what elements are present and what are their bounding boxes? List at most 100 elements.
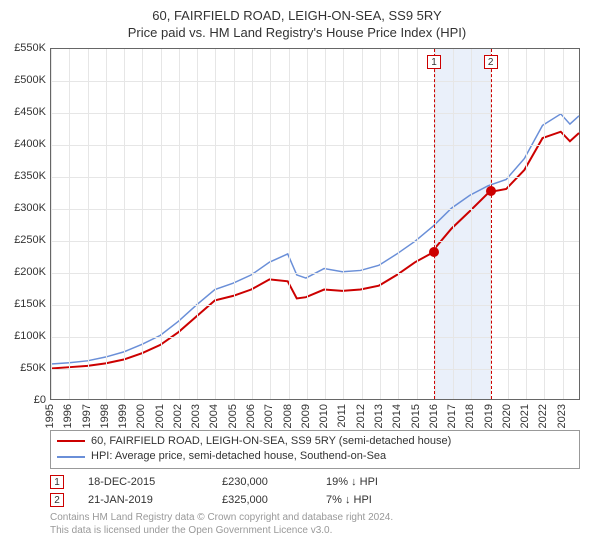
gridline-vertical bbox=[417, 49, 418, 399]
x-tick-label: 2008 bbox=[282, 404, 294, 428]
y-tick-label: £550K bbox=[14, 42, 46, 54]
sales-date: 21-JAN-2019 bbox=[88, 494, 198, 506]
x-tick-label: 2007 bbox=[263, 404, 275, 428]
x-tick-label: 2002 bbox=[172, 404, 184, 428]
sales-diff: 7% ↓ HPI bbox=[326, 494, 426, 506]
sales-row: 221-JAN-2019£325,0007% ↓ HPI bbox=[50, 491, 580, 509]
legend: 60, FAIRFIELD ROAD, LEIGH-ON-SEA, SS9 5R… bbox=[50, 430, 580, 469]
x-tick-label: 2009 bbox=[300, 404, 312, 428]
gridline-vertical bbox=[380, 49, 381, 399]
y-tick-label: £300K bbox=[14, 202, 46, 214]
marker-badge: 2 bbox=[484, 55, 498, 69]
sales-badge: 1 bbox=[50, 475, 64, 489]
gridline-vertical bbox=[88, 49, 89, 399]
gridline-vertical bbox=[270, 49, 271, 399]
gridline-vertical bbox=[106, 49, 107, 399]
marker-badge: 1 bbox=[427, 55, 441, 69]
chart-title: 60, FAIRFIELD ROAD, LEIGH-ON-SEA, SS9 5R… bbox=[4, 8, 590, 25]
marker-line bbox=[434, 49, 435, 399]
gridline-horizontal bbox=[51, 81, 579, 82]
x-tick-label: 2001 bbox=[154, 404, 166, 428]
x-tick-label: 2011 bbox=[336, 404, 348, 428]
gridline-vertical bbox=[343, 49, 344, 399]
x-tick-label: 2019 bbox=[483, 404, 495, 428]
y-tick-label: £350K bbox=[14, 170, 46, 182]
gridline-vertical bbox=[563, 49, 564, 399]
gridline-vertical bbox=[453, 49, 454, 399]
sales-row: 1 18-DEC-2015 £230,000 19% ↓ HPI bbox=[50, 473, 580, 491]
gridline-horizontal bbox=[51, 241, 579, 242]
sales-table: 118-DEC-2015£230,00019% ↓ HPI221-JAN-201… bbox=[50, 473, 580, 509]
x-tick-label: 2020 bbox=[501, 404, 513, 428]
marker-line bbox=[491, 49, 492, 399]
chart-container: 60, FAIRFIELD ROAD, LEIGH-ON-SEA, SS9 5R… bbox=[0, 0, 600, 560]
series-svg bbox=[51, 49, 579, 399]
gridline-vertical bbox=[234, 49, 235, 399]
x-tick-label: 1999 bbox=[117, 404, 129, 428]
y-tick-label: £150K bbox=[14, 298, 46, 310]
footer-line1: Contains HM Land Registry data © Crown c… bbox=[50, 511, 580, 524]
gridline-vertical bbox=[398, 49, 399, 399]
gridline-vertical bbox=[69, 49, 70, 399]
gridline-horizontal bbox=[51, 369, 579, 370]
x-tick-label: 2012 bbox=[355, 404, 367, 428]
gridline-vertical bbox=[471, 49, 472, 399]
x-tick-label: 2018 bbox=[464, 404, 476, 428]
x-tick-label: 1997 bbox=[81, 404, 93, 428]
gridline-vertical bbox=[544, 49, 545, 399]
y-tick-label: £450K bbox=[14, 106, 46, 118]
y-tick-label: £200K bbox=[14, 266, 46, 278]
sale-point bbox=[486, 186, 496, 196]
x-tick-label: 2016 bbox=[428, 404, 440, 428]
x-tick-label: 2005 bbox=[227, 404, 239, 428]
sales-date: 18-DEC-2015 bbox=[88, 476, 198, 488]
gridline-vertical bbox=[215, 49, 216, 399]
x-tick-label: 2004 bbox=[208, 404, 220, 428]
gridline-horizontal bbox=[51, 113, 579, 114]
gridline-vertical bbox=[252, 49, 253, 399]
gridline-horizontal bbox=[51, 337, 579, 338]
sales-diff: 19% ↓ HPI bbox=[326, 476, 426, 488]
gridline-vertical bbox=[142, 49, 143, 399]
gridline-vertical bbox=[307, 49, 308, 399]
legend-label: 60, FAIRFIELD ROAD, LEIGH-ON-SEA, SS9 5R… bbox=[91, 434, 451, 449]
gridline-vertical bbox=[362, 49, 363, 399]
x-tick-label: 2017 bbox=[446, 404, 458, 428]
gridline-horizontal bbox=[51, 273, 579, 274]
gridline-horizontal bbox=[51, 177, 579, 178]
sales-price: £230,000 bbox=[222, 476, 302, 488]
gridline-horizontal bbox=[51, 145, 579, 146]
gridline-vertical bbox=[526, 49, 527, 399]
y-tick-label: £400K bbox=[14, 138, 46, 150]
x-tick-label: 2021 bbox=[519, 404, 531, 428]
gridline-vertical bbox=[161, 49, 162, 399]
x-axis: 1995199619971998199920002001200220032004… bbox=[50, 400, 580, 428]
gridline-vertical bbox=[179, 49, 180, 399]
legend-item: HPI: Average price, semi-detached house,… bbox=[57, 449, 573, 464]
gridline-horizontal bbox=[51, 305, 579, 306]
gridline-vertical bbox=[124, 49, 125, 399]
sales-price: £325,000 bbox=[222, 494, 302, 506]
series-hpi bbox=[51, 114, 579, 364]
x-tick-label: 2015 bbox=[410, 404, 422, 428]
series-property bbox=[51, 132, 579, 369]
plot-area: 12 bbox=[50, 48, 580, 400]
gridline-vertical bbox=[197, 49, 198, 399]
sale-point bbox=[429, 247, 439, 257]
legend-item: 60, FAIRFIELD ROAD, LEIGH-ON-SEA, SS9 5R… bbox=[57, 434, 573, 449]
x-tick-label: 2000 bbox=[135, 404, 147, 428]
x-tick-label: 2022 bbox=[537, 404, 549, 428]
legend-swatch bbox=[57, 456, 85, 458]
chart-area: £0£50K£100K£150K£200K£250K£300K£350K£400… bbox=[4, 48, 590, 428]
y-axis: £0£50K£100K£150K£200K£250K£300K£350K£400… bbox=[4, 48, 50, 400]
gridline-vertical bbox=[289, 49, 290, 399]
footer-line2: This data is licensed under the Open Gov… bbox=[50, 524, 580, 537]
legend-label: HPI: Average price, semi-detached house,… bbox=[91, 449, 386, 464]
x-tick-label: 1998 bbox=[99, 404, 111, 428]
x-tick-label: 1995 bbox=[44, 404, 56, 428]
x-tick-label: 2023 bbox=[556, 404, 568, 428]
y-tick-label: £100K bbox=[14, 330, 46, 342]
gridline-horizontal bbox=[51, 209, 579, 210]
y-tick-label: £50K bbox=[20, 362, 46, 374]
chart-subtitle: Price paid vs. HM Land Registry's House … bbox=[4, 25, 590, 42]
